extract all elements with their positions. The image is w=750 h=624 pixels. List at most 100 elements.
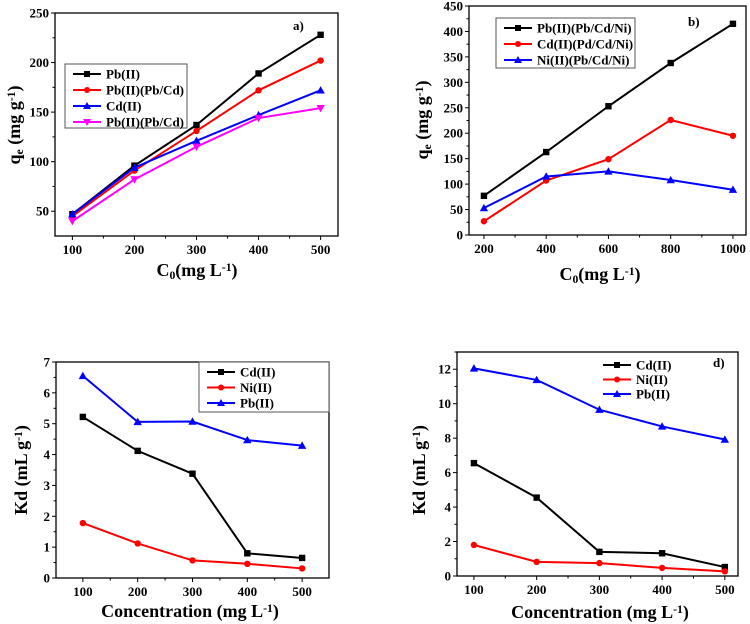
y-tick-label: 200 (444, 126, 464, 141)
square-marker (542, 148, 550, 156)
square-marker (84, 71, 90, 77)
series-1 (79, 519, 306, 572)
series-2 (479, 167, 738, 212)
chart-panel-b: 200 400 600 800 1000 0 50 100 150 200 250 300 350 400… (412, 0, 747, 286)
circle-marker (614, 376, 620, 383)
square-marker (721, 563, 729, 571)
y-tick-label: 0 (445, 569, 452, 584)
x-tick-label: 800 (661, 241, 681, 256)
series-0 (470, 459, 729, 571)
triangle-up-marker (78, 371, 88, 380)
label-part: Kd (mL g (11, 441, 32, 515)
y-tick-label: 50 (36, 204, 49, 219)
legend-label: Ni(II) (240, 380, 272, 395)
y-axis-label: qe (mg g-1) (412, 81, 434, 160)
square-marker (533, 494, 540, 501)
square-marker (658, 550, 666, 557)
circle-marker (667, 116, 674, 124)
x-tick-label: 100 (63, 242, 83, 257)
square-marker (218, 369, 224, 375)
y-tick-label: 100 (30, 154, 50, 169)
y-tick-label: 50 (450, 202, 463, 217)
circle-marker (189, 557, 196, 564)
triangle-up-marker (604, 167, 613, 175)
y-tick-label: 6 (445, 465, 452, 480)
square-marker (605, 103, 612, 110)
x-tick-label: 600 (599, 241, 619, 256)
label-part: -1 (410, 431, 423, 441)
label-part: (mg g (4, 101, 25, 149)
x-tick-label: 300 (590, 582, 610, 597)
y-tick-label: 100 (444, 177, 464, 192)
square-marker (667, 59, 674, 67)
triangle-down-marker (130, 176, 139, 184)
x-axis-label: C0(mg L-1) (559, 264, 640, 286)
y-tick-label: 250 (444, 100, 464, 115)
label-part: -1 (625, 265, 635, 278)
label-part: (mg L (175, 260, 222, 281)
series-2 (78, 371, 307, 449)
label-part: -1 (263, 602, 273, 615)
x-axis-label: Concentration (mg L-1) (511, 602, 689, 623)
square-marker (317, 31, 324, 39)
legend-label: Cd(II) (106, 99, 141, 114)
y-tick-label: 150 (444, 151, 464, 166)
label-part: -1 (12, 431, 25, 441)
square-marker (596, 548, 603, 556)
circle-marker (244, 560, 251, 568)
square-marker (515, 25, 521, 31)
square-marker (79, 413, 87, 421)
y-tick-label: 2 (44, 509, 51, 524)
circle-marker (84, 87, 90, 93)
x-tick-label: 200 (128, 584, 148, 599)
legend-label: Ni(II)(Pb/Cd/Ni) (537, 53, 629, 68)
series-1 (480, 116, 737, 225)
square-marker (614, 362, 620, 368)
label-part: 0 (572, 273, 578, 286)
triangle-up-marker (514, 56, 522, 63)
triangle-up-marker (83, 102, 91, 109)
x-tick-label: 100 (464, 582, 484, 597)
y-tick-label: 0 (457, 228, 464, 243)
triangle-up-marker (188, 417, 197, 425)
triangle-up-marker (68, 209, 77, 218)
label-part: Concentration (mg L (511, 602, 673, 623)
label-part: ) (4, 86, 25, 92)
label-part: q (4, 154, 24, 164)
label-part: -1 (222, 261, 232, 274)
x-tick-label: 1000 (720, 241, 746, 256)
triangle-up-marker (532, 375, 541, 384)
y-tick-label: 6 (44, 385, 51, 400)
label-part: ) (683, 602, 689, 623)
legend-label: Cd(II)(Pd/Cd/Ni) (537, 37, 633, 52)
y-tick-label: 350 (444, 49, 464, 64)
legend-label: Pb(II) (106, 67, 140, 82)
panel-label: d) (713, 355, 725, 370)
x-tick-label: 400 (536, 241, 556, 256)
legend-label: Cd(II) (240, 365, 275, 380)
legend: Pb(II)(Pb/Cd/Ni)Cd(II)(Pd/Cd/Ni)Ni(II)(P… (495, 17, 636, 69)
label-part: q (412, 149, 432, 159)
legend-label: Pb(II)(Pb/Cd) (106, 115, 184, 130)
square-marker (255, 70, 262, 77)
y-tick-label: 450 (444, 0, 464, 14)
y-tick-label: 400 (444, 24, 464, 39)
square-marker (189, 470, 196, 477)
series-line (473, 367, 726, 441)
label-part: (mg g (412, 96, 433, 144)
square-marker (470, 459, 478, 467)
circle-marker (596, 559, 603, 567)
triangle-up-marker (720, 435, 730, 443)
triangle-up-marker (479, 203, 489, 212)
triangle-up-marker (192, 136, 201, 145)
triangle-down-marker (192, 143, 201, 151)
y-tick-label: 4 (44, 447, 51, 462)
triangle-up-marker (316, 86, 325, 94)
series-line (483, 170, 734, 209)
y-tick-label: 2 (445, 534, 452, 549)
label-part: ) (11, 425, 32, 431)
x-axis-label: Concentration (mg L-1) (101, 601, 279, 622)
label-part: Kd (mL g (409, 441, 430, 515)
label-part: Concentration (mg L (101, 601, 263, 622)
